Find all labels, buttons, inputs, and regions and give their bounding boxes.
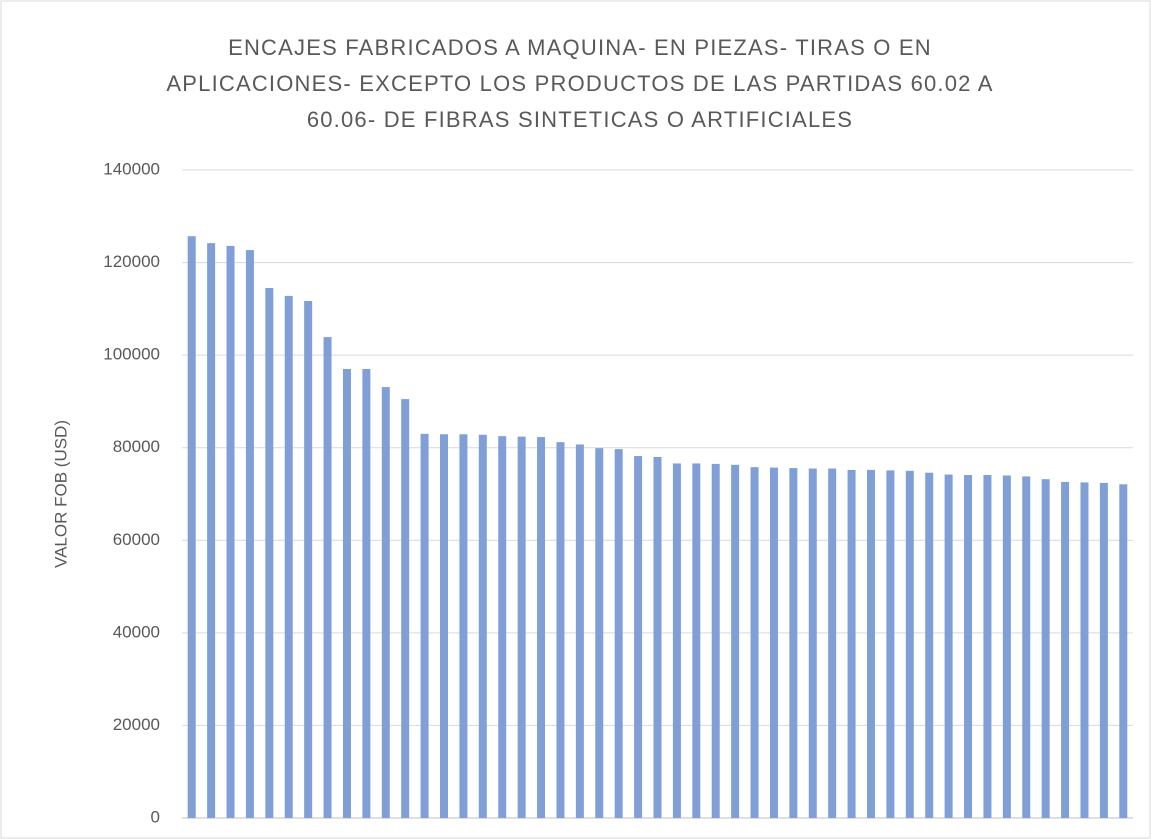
y-tick-label: 20000 [113,715,160,734]
y-tick-label: 140000 [103,159,160,178]
bar [866,469,875,818]
bar [711,463,720,818]
bar [634,456,643,818]
bar [1041,479,1050,818]
bar [1119,484,1128,818]
bar [1022,476,1031,818]
bar [905,470,914,818]
bar [265,288,274,818]
y-tick-label: 40000 [113,622,160,641]
bar [595,448,604,818]
bar [614,449,623,818]
chart-title: 60.06- DE FIBRAS SINTETICAS O ARTIFICIAL… [307,107,853,132]
bar [808,468,817,818]
bar [847,469,856,818]
bar [964,475,973,818]
bar [1099,482,1108,818]
bar [944,474,953,818]
bar [731,464,740,818]
bar [769,467,778,818]
bar [381,387,390,818]
bar [362,369,371,818]
y-tick-label: 60000 [113,530,160,549]
bar [1080,482,1089,818]
bar [284,295,293,818]
bar [478,434,487,818]
bar [187,236,196,818]
bar [925,472,934,818]
bar [692,463,701,818]
y-tick-label: 120000 [103,252,160,271]
bar [323,337,332,818]
bar [537,437,546,818]
bar [342,369,351,818]
bar [750,467,759,818]
chart-title: APLICACIONES- EXCEPTO LOS PRODUCTOS DE L… [166,71,993,96]
bar [556,442,565,818]
chart-title: ENCAJES FABRICADOS A MAQUINA- EN PIEZAS-… [228,35,932,60]
bar [575,444,584,818]
bar [1002,475,1011,818]
bar [1061,481,1070,818]
bar [517,436,526,818]
bar [245,250,254,818]
y-axis-label: VALOR FOB (USD) [51,420,70,568]
bar [401,399,410,818]
y-tick-label: 100000 [103,345,160,364]
y-tick-label: 80000 [113,437,160,456]
bar [420,433,429,818]
bar [440,434,449,818]
bar [498,436,507,818]
bar [789,468,798,818]
bar [983,475,992,818]
bar [226,245,235,818]
bar [828,468,837,818]
bar [459,434,468,818]
y-tick-label: 0 [151,807,160,826]
bar [207,243,216,819]
bar [653,456,662,818]
bar [672,463,681,818]
bar [304,300,313,818]
bar [886,470,895,818]
